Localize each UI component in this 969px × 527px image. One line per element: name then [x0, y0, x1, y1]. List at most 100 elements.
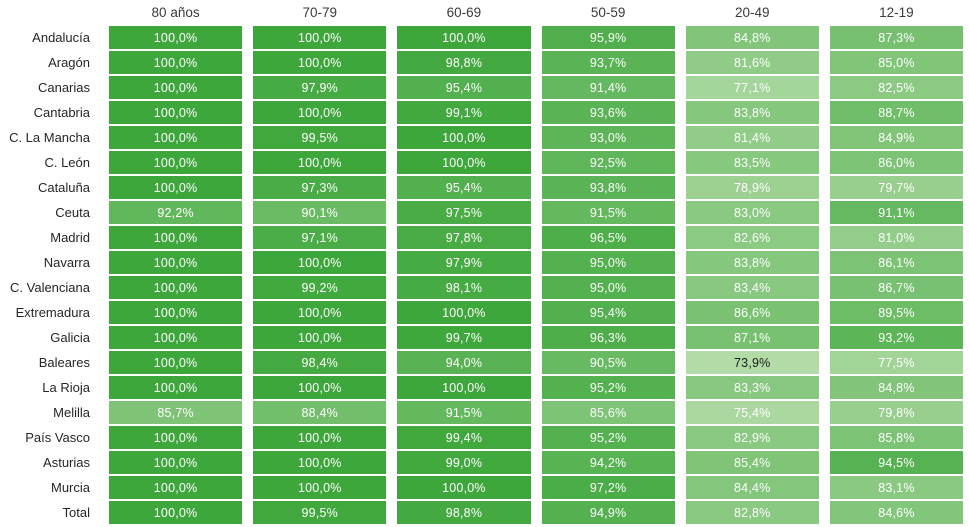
row-label: C. León — [44, 155, 90, 170]
heatmap-cell: 99,7% — [397, 326, 531, 349]
row-label: Baleares — [38, 355, 90, 370]
heatmap-cell: 95,4% — [397, 76, 531, 99]
table-row: País Vasco 100,0% 100,0% 99,4% 95,2% 82,9% 85,… — [0, 426, 963, 449]
row-label: Melilla — [53, 405, 90, 420]
heatmap-cell: 100,0% — [253, 251, 387, 274]
heatmap-cell: 97,2% — [541, 476, 675, 499]
heatmap-cell: 85,4% — [685, 451, 819, 474]
row-label: Extremadura — [15, 305, 90, 320]
table-row: Navarra 100,0% 100,0% 97,9% 95,0% 83,8% 86,1% — [0, 251, 963, 274]
heatmap-cell: 83,3% — [685, 376, 819, 399]
heatmap-cell: 90,5% — [541, 351, 675, 374]
row-label: Madrid — [50, 230, 90, 245]
table-row: Canarias 100,0% 97,9% 95,4% 91,4% 77,1% 82,5% — [0, 76, 963, 99]
heatmap-cell: 97,3% — [253, 176, 387, 199]
table-row: Murcia 100,0% 100,0% 100,0% 97,2% 84,4% 83,1% — [0, 476, 963, 499]
heatmap-cell: 94,9% — [541, 501, 675, 524]
heatmap-cell: 88,7% — [829, 101, 963, 124]
heatmap-cell: 100,0% — [109, 301, 243, 324]
heatmap-cell: 100,0% — [109, 326, 243, 349]
table-row: Cataluña 100,0% 97,3% 95,4% 93,8% 78,9% 79,7% — [0, 176, 963, 199]
table-row: Cantabria 100,0% 100,0% 99,1% 93,6% 83,8% 88,7… — [0, 101, 963, 124]
heatmap-cell: 100,0% — [109, 276, 243, 299]
heatmap-body: Andalucía 100,0% 100,0% 100,0% 95,9% 84,8% 87,… — [0, 26, 963, 524]
heatmap-cell: 100,0% — [253, 426, 387, 449]
heatmap-cell: 99,5% — [253, 126, 387, 149]
heatmap-cell: 89,5% — [829, 301, 963, 324]
heatmap-cell: 94,2% — [541, 451, 675, 474]
heatmap-cell: 83,5% — [685, 151, 819, 174]
heatmap-cell: 86,1% — [829, 251, 963, 274]
heatmap-cell: 100,0% — [109, 501, 243, 524]
table-row: Asturias 100,0% 100,0% 99,0% 94,2% 85,4% 94,5% — [0, 451, 963, 474]
heatmap-cell: 77,1% — [685, 76, 819, 99]
table-row: Extremadura 100,0% 100,0% 100,0% 95,4% 86,6% 8… — [0, 301, 963, 324]
heatmap-cell: 79,7% — [829, 176, 963, 199]
column-header-70-79: 70-79 — [302, 5, 337, 20]
heatmap-cell: 100,0% — [109, 426, 243, 449]
heatmap-cell: 97,9% — [253, 76, 387, 99]
heatmap-cell: 97,8% — [397, 226, 531, 249]
heatmap-cell: 100,0% — [109, 51, 243, 74]
heatmap-cell: 84,4% — [685, 476, 819, 499]
heatmap-cell: 95,2% — [541, 426, 675, 449]
heatmap-cell: 100,0% — [109, 251, 243, 274]
column-header-12-19: 12-19 — [879, 5, 914, 20]
heatmap-cell: 100,0% — [397, 376, 531, 399]
heatmap-cell: 100,0% — [253, 451, 387, 474]
heatmap-cell: 91,5% — [397, 401, 531, 424]
column-header-80-años: 80 años — [151, 5, 200, 20]
heatmap-cell: 99,2% — [253, 276, 387, 299]
heatmap-cell: 83,0% — [685, 201, 819, 224]
table-row: Ceuta 92,2% 90,1% 97,5% 91,5% 83,0% 91,1% — [0, 201, 963, 224]
row-label: C. Valenciana — [10, 280, 90, 295]
heatmap-cell: 86,6% — [685, 301, 819, 324]
heatmap-cell: 94,0% — [397, 351, 531, 374]
heatmap-cell: 95,2% — [541, 376, 675, 399]
heatmap-cell: 83,4% — [685, 276, 819, 299]
heatmap-cell: 85,7% — [109, 401, 243, 424]
table-row: C. León 100,0% 100,0% 100,0% 92,5% 83,5% 86,0% — [0, 151, 963, 174]
heatmap-cell: 100,0% — [253, 151, 387, 174]
column-header-50-59: 50-59 — [590, 5, 626, 20]
heatmap-cell: 97,5% — [397, 201, 531, 224]
heatmap-cell: 94,5% — [829, 451, 963, 474]
heatmap-cell: 84,9% — [829, 126, 963, 149]
table-row: Baleares 100,0% 98,4% 94,0% 90,5% 73,9% 77,5% — [0, 351, 963, 374]
heatmap-cell: 81,6% — [685, 51, 819, 74]
heatmap-cell: 92,5% — [541, 151, 675, 174]
heatmap-cell: 100,0% — [397, 476, 531, 499]
heatmap-cell: 87,3% — [829, 26, 963, 49]
table-row: Aragón 100,0% 100,0% 98,8% 93,7% 81,6% 85,0% — [0, 51, 963, 74]
heatmap-cell: 100,0% — [109, 376, 243, 399]
heatmap-cell: 75,4% — [685, 401, 819, 424]
row-label: Cataluña — [37, 180, 90, 195]
heatmap-cell: 97,1% — [253, 226, 387, 249]
heatmap-cell: 100,0% — [109, 126, 243, 149]
heatmap-cell: 83,1% — [829, 476, 963, 499]
heatmap-cell: 100,0% — [109, 151, 243, 174]
heatmap-cell: 100,0% — [109, 101, 243, 124]
heatmap-cell: 98,4% — [253, 351, 387, 374]
table-row: Galicia 100,0% 100,0% 99,7% 96,3% 87,1% 93,2% — [0, 326, 963, 349]
heatmap-cell: 86,0% — [829, 151, 963, 174]
table-row: Madrid 100,0% 97,1% 97,8% 96,5% 82,6% 81,0% — [0, 226, 963, 249]
heatmap-cell: 100,0% — [109, 76, 243, 99]
row-label: Canarias — [37, 80, 90, 95]
row-label: Ceuta — [55, 205, 90, 220]
table-row: C. Valenciana 100,0% 99,2% 98,1% 95,0% 83,4% 8… — [0, 276, 963, 299]
heatmap-cell: 100,0% — [397, 126, 531, 149]
heatmap-cell: 100,0% — [397, 151, 531, 174]
heatmap-cell: 100,0% — [253, 476, 387, 499]
heatmap-cell: 100,0% — [253, 26, 387, 49]
heatmap-cell: 85,6% — [541, 401, 675, 424]
table-row: Andalucía 100,0% 100,0% 100,0% 95,9% 84,8% 87,… — [0, 26, 963, 49]
heatmap-cell: 93,6% — [541, 101, 675, 124]
heatmap-cell: 83,8% — [685, 251, 819, 274]
row-label: País Vasco — [25, 430, 90, 445]
row-label: C. La Mancha — [9, 130, 90, 145]
heatmap-cell: 90,1% — [253, 201, 387, 224]
heatmap-cell: 98,1% — [397, 276, 531, 299]
table-row: C. La Mancha 100,0% 99,5% 100,0% 93,0% 81,4% 8… — [0, 126, 963, 149]
heatmap-cell: 99,4% — [397, 426, 531, 449]
